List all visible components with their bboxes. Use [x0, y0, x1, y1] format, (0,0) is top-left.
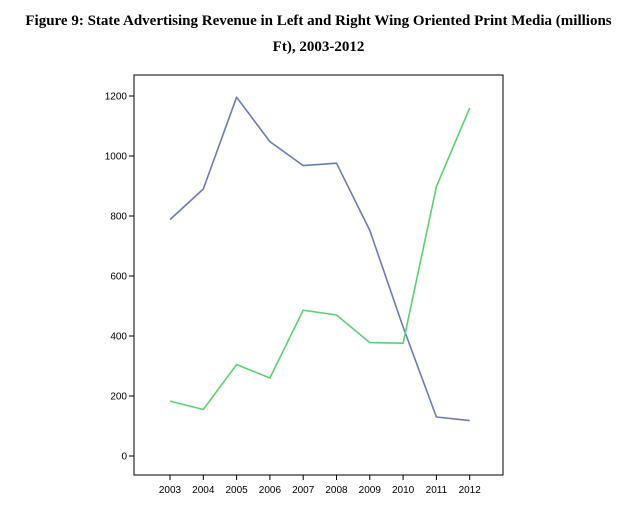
x-tick-label: 2006: [259, 485, 282, 496]
x-tick-label: 2003: [159, 485, 182, 496]
x-axis: 2003 2004 2005 2006 2007 2008 2009 2010 2011 2012: [159, 475, 481, 496]
x-tick-label: 2012: [459, 485, 482, 496]
y-tick-label: 0: [121, 452, 127, 463]
x-tick-label: 2004: [192, 485, 215, 496]
y-tick-label: 600: [110, 272, 127, 283]
y-tick-label: 200: [110, 392, 127, 403]
series-group: [169, 96, 471, 422]
y-tick-label: 1200: [105, 92, 128, 103]
x-tick-label: 2008: [325, 485, 348, 496]
plot-frame: [133, 74, 504, 476]
x-tick-label: 2009: [359, 485, 382, 496]
series-line-1: [169, 96, 470, 422]
series-line-2: [169, 107, 471, 411]
x-tick-label: 2010: [392, 485, 415, 496]
chart-title: Figure 9: State Advertising Revenue in L…: [0, 8, 637, 60]
x-tick-label: 2011: [426, 485, 448, 496]
y-tick-label: 1000: [105, 152, 128, 163]
chart-title-line-2: Ft), 2003-2012: [272, 39, 365, 55]
x-tick-label: 2005: [225, 485, 248, 496]
y-axis: 0 200 400 600 800 1000 1200: [105, 92, 134, 463]
chart-title-line-1: Figure 9: State Advertising Revenue in L…: [25, 13, 612, 29]
x-tick-label: 2007: [292, 485, 315, 496]
y-tick-label: 800: [110, 212, 127, 223]
y-tick-label: 400: [110, 332, 127, 343]
